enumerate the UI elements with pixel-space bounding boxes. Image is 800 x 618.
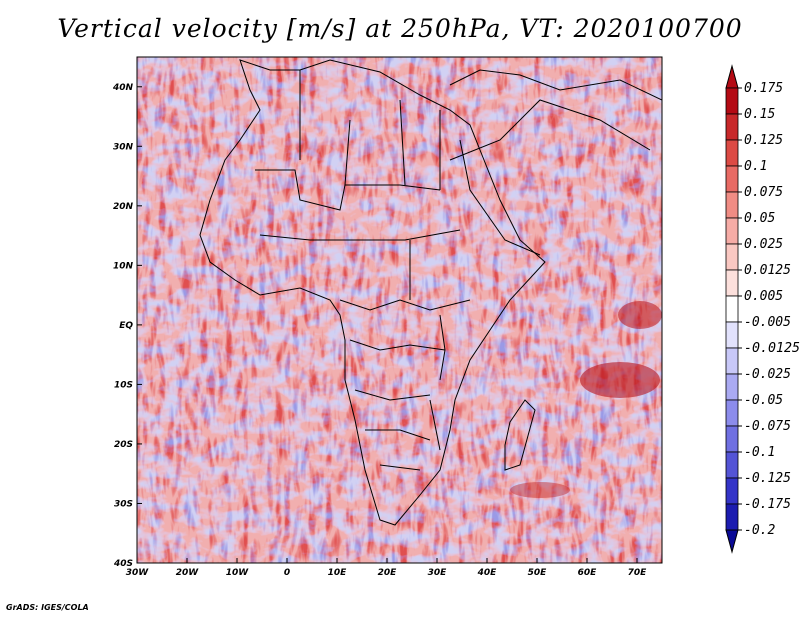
colorbar-swatch (725, 503, 739, 531)
lat-tick-label: 30N (113, 142, 134, 152)
colorbar-swatch (725, 165, 739, 193)
lat-tick-label: 30S (114, 499, 133, 509)
lon-tick-label: 30W (126, 568, 150, 578)
colorbar-level-label: 0.175 (744, 81, 783, 96)
lon-tick-label: 30E (428, 568, 448, 578)
lon-tick-label: 10W (226, 568, 250, 578)
colorbar-level-label: 0.025 (744, 237, 783, 252)
colorbar-level-label: -0.05 (744, 393, 783, 408)
colorbar-level-label: -0.025 (744, 367, 791, 382)
colorbar-level-label: 0.15 (744, 107, 775, 122)
colorbar-swatch (725, 113, 739, 141)
colorbar-level-label: 0.05 (744, 211, 775, 226)
colorbar-swatch (725, 373, 739, 401)
longitude-axis: 30W 20W 10W 0 10E 20E 30E 40E 50E 60E 70E (126, 558, 647, 578)
colorbar-level-label: -0.1 (744, 445, 775, 460)
colorbar-level-label: 0.125 (744, 133, 783, 148)
colorbar-max-arrow (725, 64, 739, 89)
map-frame (136, 56, 663, 564)
lon-tick-label: 50E (528, 568, 548, 578)
lat-tick-label: 10S (114, 380, 133, 390)
colorbar-level-label: -0.0125 (744, 341, 800, 356)
colorbar-swatch (725, 217, 739, 245)
colorbar-min-arrow (725, 529, 739, 554)
colorbar-swatch (725, 347, 739, 375)
colorbar-level-label: -0.005 (744, 315, 791, 330)
lon-tick-label: 20E (378, 568, 398, 578)
colorbar-level-label: 0.0125 (744, 263, 791, 278)
colorbar-swatch (725, 399, 739, 427)
lat-tick-label: 40S (113, 559, 133, 569)
lon-tick-label: 70E (628, 568, 648, 578)
colorbar-level-label: 0.1 (744, 159, 767, 174)
colorbar-swatch (725, 139, 739, 167)
lat-tick-label: EQ (119, 321, 133, 331)
coastlines-and-borders (199, 59, 662, 526)
colorbar-level-label: 0.075 (744, 185, 783, 200)
chart-title: Vertical velocity [m/s] at 250hPa, VT: 2… (57, 14, 743, 43)
colorbar-swatch (725, 321, 739, 349)
lat-tick-label: 40N (112, 83, 134, 93)
lat-tick-label: 10N (113, 261, 134, 271)
credit-text: GrADS: IGES/COLA (6, 603, 89, 612)
colorbar-swatch (725, 477, 739, 505)
colorbar-level-label: -0.175 (744, 497, 791, 512)
colorbar-level-label: -0.2 (744, 523, 775, 538)
lat-tick-label: 20S (114, 440, 133, 450)
colorbar-swatch (725, 295, 739, 323)
colorbar-swatch (725, 269, 739, 297)
colorbar-swatch (725, 191, 739, 219)
colorbar-level-label: -0.125 (744, 471, 791, 486)
lon-tick-label: 10E (328, 568, 348, 578)
lon-tick-label: 60E (578, 568, 598, 578)
colorbar-swatch (725, 87, 739, 115)
lon-tick-label: 20W (176, 568, 200, 578)
lon-tick-label: 40E (477, 568, 498, 578)
colorbar-swatch (725, 243, 739, 271)
velocity-field (137, 57, 662, 563)
colorbar-level-label: -0.075 (744, 419, 791, 434)
colorbar-swatch (725, 451, 739, 479)
lon-tick-label: 0 (284, 568, 290, 578)
colorbar-swatch (725, 425, 739, 453)
lat-tick-label: 20N (113, 202, 134, 212)
colorbar-level-label: 0.005 (744, 289, 783, 304)
latitude-axis: 40N 30N 20N 10N EQ 10S 20S 30S 40S (112, 83, 142, 569)
